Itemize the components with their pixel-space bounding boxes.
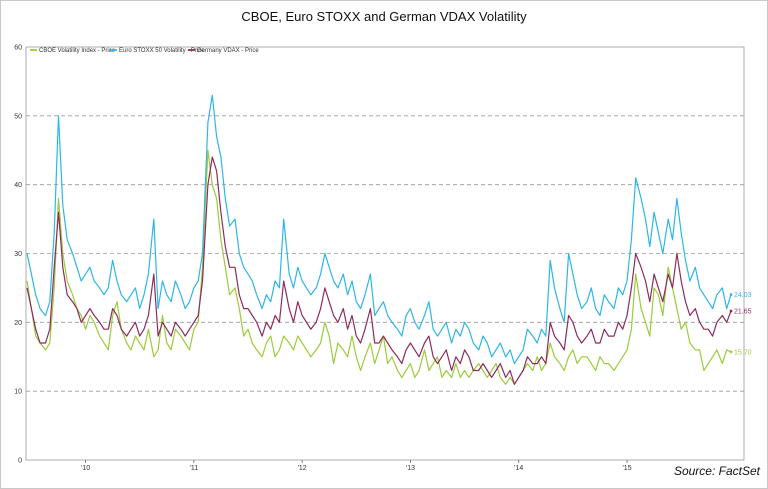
chart-title: CBOE, Euro STOXX and German VDAX Volatil… [241, 9, 527, 24]
y-tick-label: 40 [14, 182, 22, 189]
series-end-point-2 [729, 293, 733, 296]
x-tick-label: '11 [190, 465, 199, 472]
y-axis: 0 10 20 30 40 50 60 [14, 45, 22, 465]
x-axis: '10 '11 '12 '13 '14 '15 [81, 460, 632, 472]
series-last-value-1: 15.70 [734, 349, 752, 356]
legend-label-3: Germany VDAX - Price [197, 48, 259, 54]
legend-label-2: Euro STOXX 50 Volatility - Price [119, 48, 205, 54]
series-line-3 [26, 156, 732, 385]
series-line-1 [26, 149, 732, 385]
y-tick-label: 30 [14, 251, 22, 258]
series-last-value-3: 21.65 [734, 308, 752, 315]
source-label: Source: FactSet [673, 464, 760, 478]
series-line-2 [26, 94, 732, 365]
x-tick-label: '12 [298, 465, 307, 472]
x-tick-label: '13 [406, 465, 415, 472]
y-tick-label: 10 [14, 389, 22, 396]
y-tick-label: 20 [14, 320, 22, 327]
series-end-point-3 [729, 309, 733, 313]
x-tick-label: '10 [81, 465, 90, 472]
legend: CBOE Volatility Index - Price Euro STOXX … [30, 48, 259, 54]
y-tick-label: 0 [18, 458, 22, 465]
x-tick-label: '14 [514, 465, 523, 472]
series-last-value-2: 24.03 [734, 292, 752, 299]
y-tick-label: 60 [14, 45, 22, 52]
series-layer [26, 94, 733, 385]
series-end-point-1 [729, 350, 733, 354]
end-labels: 15.70 24.03 21.65 [734, 292, 752, 356]
x-tick-label: '15 [622, 465, 631, 472]
legend-label-1: CBOE Volatility Index - Price [39, 48, 116, 54]
y-tick-label: 50 [14, 113, 22, 120]
